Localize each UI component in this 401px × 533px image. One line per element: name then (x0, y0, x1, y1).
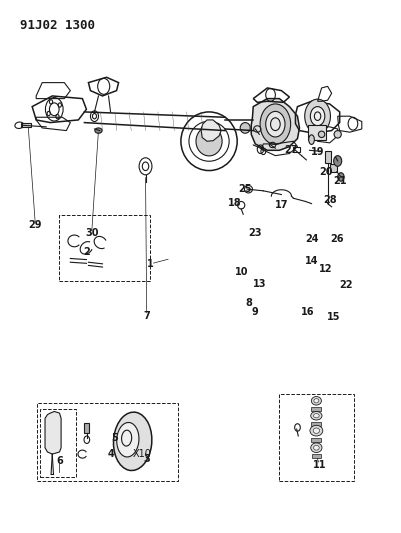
Text: 10: 10 (234, 267, 247, 277)
Bar (59, 215, 150, 281)
Ellipse shape (196, 126, 221, 156)
Bar (40, 409, 76, 477)
Bar (311, 407, 321, 411)
Bar (84, 423, 89, 433)
Text: 3: 3 (143, 455, 150, 464)
Text: 91J02 1300: 91J02 1300 (20, 19, 95, 31)
Text: 17: 17 (274, 200, 288, 210)
Ellipse shape (333, 131, 340, 138)
Polygon shape (251, 99, 299, 150)
Text: 19: 19 (310, 147, 324, 157)
Bar (21, 123, 31, 127)
Ellipse shape (116, 423, 139, 457)
Ellipse shape (113, 412, 152, 471)
Bar (311, 422, 321, 426)
Text: 4: 4 (107, 449, 113, 459)
Circle shape (337, 173, 343, 181)
Text: 14: 14 (304, 256, 318, 266)
Text: 13: 13 (252, 279, 265, 288)
Text: 20: 20 (318, 167, 332, 176)
Ellipse shape (313, 399, 318, 403)
Circle shape (259, 104, 290, 144)
Text: 21: 21 (332, 176, 346, 186)
Ellipse shape (310, 411, 321, 420)
Text: 1: 1 (147, 259, 154, 269)
Ellipse shape (313, 446, 318, 450)
Text: 12: 12 (318, 264, 332, 274)
Bar (37, 403, 178, 481)
Ellipse shape (239, 123, 249, 133)
Bar (329, 164, 336, 172)
Text: 2: 2 (83, 247, 89, 257)
Text: 24: 24 (304, 234, 318, 244)
Ellipse shape (95, 128, 102, 133)
Polygon shape (200, 120, 221, 141)
Text: X10: X10 (132, 449, 151, 459)
Bar (279, 394, 353, 481)
Bar (311, 438, 321, 442)
Text: 5: 5 (111, 433, 117, 443)
Text: 15: 15 (326, 312, 340, 322)
Text: 23: 23 (248, 229, 261, 238)
Text: 25: 25 (238, 184, 251, 194)
Bar (324, 151, 330, 163)
Text: 7: 7 (143, 311, 150, 320)
Ellipse shape (313, 414, 318, 418)
Bar (311, 454, 320, 458)
Ellipse shape (308, 135, 314, 144)
Text: 9: 9 (251, 307, 258, 317)
Text: 18: 18 (228, 198, 241, 207)
Text: 28: 28 (322, 195, 336, 205)
Text: 27: 27 (284, 146, 298, 155)
Text: 11: 11 (312, 460, 326, 470)
Ellipse shape (318, 131, 324, 138)
Ellipse shape (310, 443, 321, 453)
Circle shape (310, 107, 324, 126)
Text: 30: 30 (85, 229, 98, 238)
Text: 26: 26 (329, 234, 343, 244)
Text: 6: 6 (56, 456, 63, 466)
Text: 16: 16 (300, 307, 314, 317)
Ellipse shape (312, 428, 319, 433)
Ellipse shape (309, 425, 322, 436)
Bar (307, 125, 325, 140)
Circle shape (333, 156, 341, 166)
Polygon shape (45, 411, 61, 454)
Text: 29: 29 (28, 220, 42, 230)
Text: 22: 22 (338, 280, 352, 290)
Circle shape (265, 111, 284, 137)
Bar (293, 147, 299, 152)
Text: 8: 8 (244, 298, 251, 308)
Ellipse shape (311, 397, 321, 405)
Circle shape (304, 99, 330, 133)
